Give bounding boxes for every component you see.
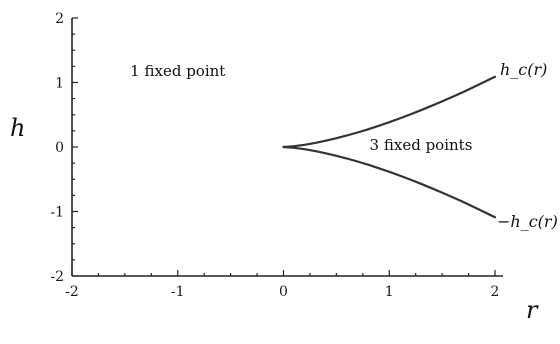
x-tick-label: 0	[279, 284, 288, 300]
upper-branch-line	[282, 75, 497, 149]
x-tick-label: -2	[65, 284, 79, 300]
lower-branch-line	[282, 145, 497, 219]
x-tick-label: 1	[385, 284, 394, 300]
three-fixed-points-label: 3 fixed points	[370, 136, 473, 154]
y-tick-label: 1	[55, 76, 64, 92]
y-tick-label: -1	[50, 205, 64, 221]
one-fixed-point-label: 1 fixed point	[130, 62, 225, 80]
y-tick-label: 0	[55, 140, 64, 156]
lower-branch-label: −h_c(r)	[497, 212, 558, 231]
x-tick-label: 2	[491, 284, 500, 300]
y-tick-label: -2	[50, 269, 64, 285]
y-tick-label: 2	[55, 11, 64, 27]
upper-branch-label: h_c(r)	[500, 60, 547, 79]
y-axis-title: h	[10, 114, 25, 142]
axis-ticks	[71, 17, 496, 277]
x-axis-title: r	[526, 296, 539, 324]
x-tick-label: -1	[171, 284, 185, 300]
series-lines	[282, 75, 497, 219]
chart-labels: -2 -1 0 1 2 2 1 0 -1 -2 r h h_c(r) −h_c(r) 1 fixed poi…	[10, 11, 558, 324]
